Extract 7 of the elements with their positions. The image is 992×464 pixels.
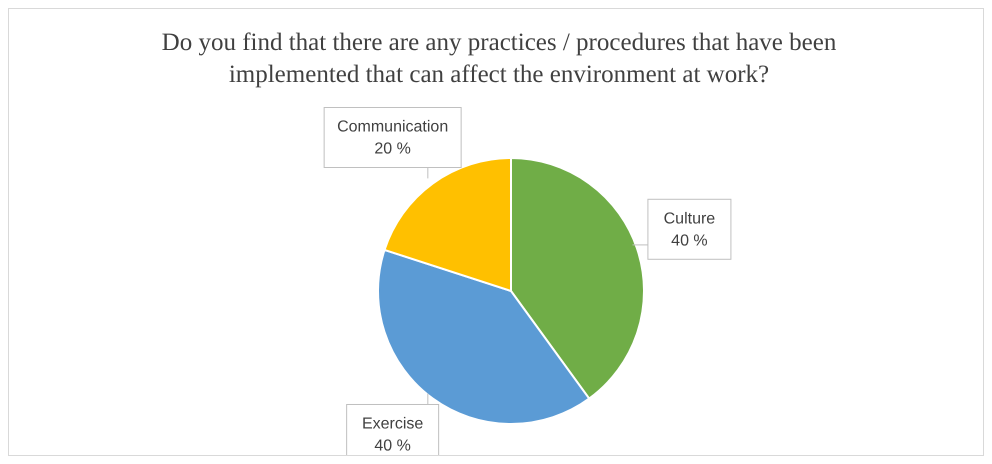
slice-label: Communication <box>337 118 448 136</box>
chart-title: Do you find that there are any practices / procedures that have been implemented that can affect the environment at work? <box>160 28 838 90</box>
slice-label: Exercise <box>362 415 424 432</box>
slice-label: Culture <box>664 210 716 228</box>
data-label: 40 % <box>374 437 411 454</box>
data-label: 20 % <box>374 140 411 158</box>
data-label: 40 % <box>671 232 708 250</box>
